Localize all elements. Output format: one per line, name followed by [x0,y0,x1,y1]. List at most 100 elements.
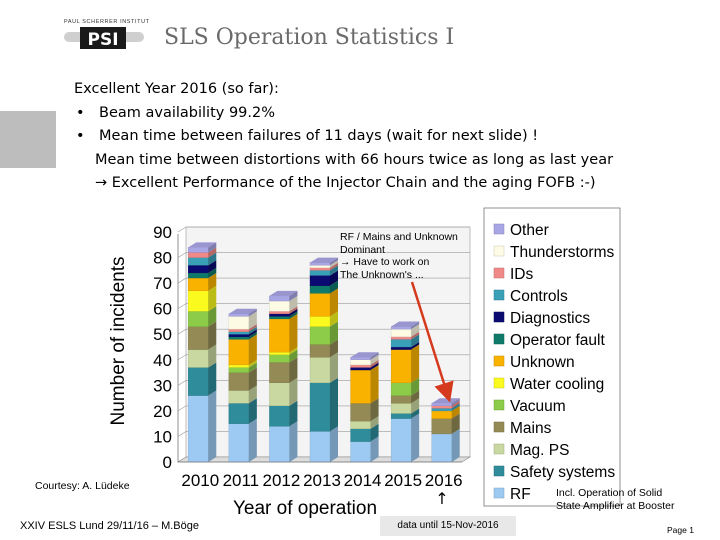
bar-segment [431,408,452,412]
legend-label: Thunderstorms [510,244,614,261]
bar-segment [188,277,209,291]
bar-segment [228,313,250,317]
bar-segment [431,403,452,406]
bar-segment [188,247,209,253]
y-tick-label: 0 [163,453,172,472]
bar-segment-side [370,365,379,404]
bar-segment-side [208,362,217,396]
bar-segment [309,382,331,432]
bar-segment [309,262,331,266]
bar-segment [269,351,290,355]
bar-segment [390,346,412,350]
bar-segment-side [208,321,217,350]
bar-segment [228,372,250,391]
legend-label: Water cooling [510,376,604,393]
courtesy-note: Courtesy: A. Lüdeke [35,480,130,492]
bar-segment [269,311,290,314]
bar-segment-side [208,273,217,291]
bar-top [228,308,257,314]
bar-segment [188,349,209,368]
bar-segment [309,293,331,317]
x-tick-label: 2010 [181,471,219,490]
bar-segment-side [289,311,298,319]
bar-segment-side [289,313,298,353]
y-tick-label: 60 [153,300,172,319]
bar-segment-side [330,352,338,383]
legend-label: Mains [510,420,552,437]
bar-segment-side [248,331,257,340]
bar-segment-side [451,405,460,419]
bullet-heading: Excellent Year 2016 (so far): [74,81,279,97]
bar-segment [390,395,412,404]
legend-label: Mag. PS [510,442,569,459]
bullet-continuation: Mean time between distortions with 66 ho… [95,151,614,168]
bar-segment [228,390,250,404]
bar-segment [188,265,209,274]
bullet-item: • Mean time between failures of 11 days (… [76,128,539,144]
bar-segment [228,364,250,368]
bar-segment-side [289,290,298,301]
bar-segment [269,295,290,302]
x-tick-label: 2016 [425,471,463,490]
bar-segment [431,418,452,435]
bar-segment [188,311,209,327]
bar-segment [269,313,290,317]
bar-segment [309,431,331,463]
bar-segment-side [411,344,420,383]
bar-segment [390,382,412,396]
bar-segment-side [248,329,257,337]
bar-segment-side [370,352,379,360]
bar-segment-side [370,423,379,442]
bar-segment-side [330,321,338,345]
bar-segment-side [330,377,338,432]
bar-segment-side [451,428,460,462]
bar-segment-side [289,357,298,383]
bar-segment [269,316,290,320]
bar-segment-side [330,280,338,294]
legend-swatch [493,311,505,323]
bar-segment [188,326,209,350]
bar-segment-side [289,296,298,312]
bar-segment-side [370,416,379,429]
bar-segment [309,326,331,345]
bar-segment-side [330,257,338,266]
legend-swatch [493,267,505,279]
bar-segment-side [370,398,379,422]
legend-swatch [493,245,505,257]
bar-segment-side [208,285,217,312]
bar-segment [350,428,371,442]
bar-segment [350,441,371,463]
bullet-item: • Beam availability 99.2% [76,104,276,121]
x-tick-label: 2013 [303,471,341,490]
bar-segment-side [451,400,460,409]
bar-segment-side [208,247,217,258]
logo-institute-name: PAUL SCHERRER INSTITUT [64,19,150,25]
bar-segment [309,357,331,383]
bar-top [269,290,298,296]
gridline [177,226,470,233]
bar-segment-side [330,311,338,327]
bar-segment-side [248,385,257,404]
bar-segment-side [330,426,338,462]
side-decoration [0,111,56,168]
x-axis-label: Year of operation [233,498,377,519]
y-tick-label: 90 [153,223,172,242]
bar-segment-side [208,306,217,327]
bar-segment [390,326,412,330]
bar-segment [390,336,412,340]
gridline [177,328,470,335]
bar-segment-side [248,418,257,462]
bar-segment-side [248,398,257,424]
bar-segment-side [248,334,257,365]
x-tick-label: 2014 [344,471,382,490]
slide-title: SLS Operation Statistics I [164,25,455,50]
bar-segment [390,328,412,337]
bar-segment-side [208,344,217,368]
legend-swatch [493,289,505,301]
gridline [177,252,470,258]
bar-segment-side [289,306,298,314]
legend-swatch [493,443,505,455]
bar-segment-side [208,252,217,266]
bar-segment [431,405,452,409]
